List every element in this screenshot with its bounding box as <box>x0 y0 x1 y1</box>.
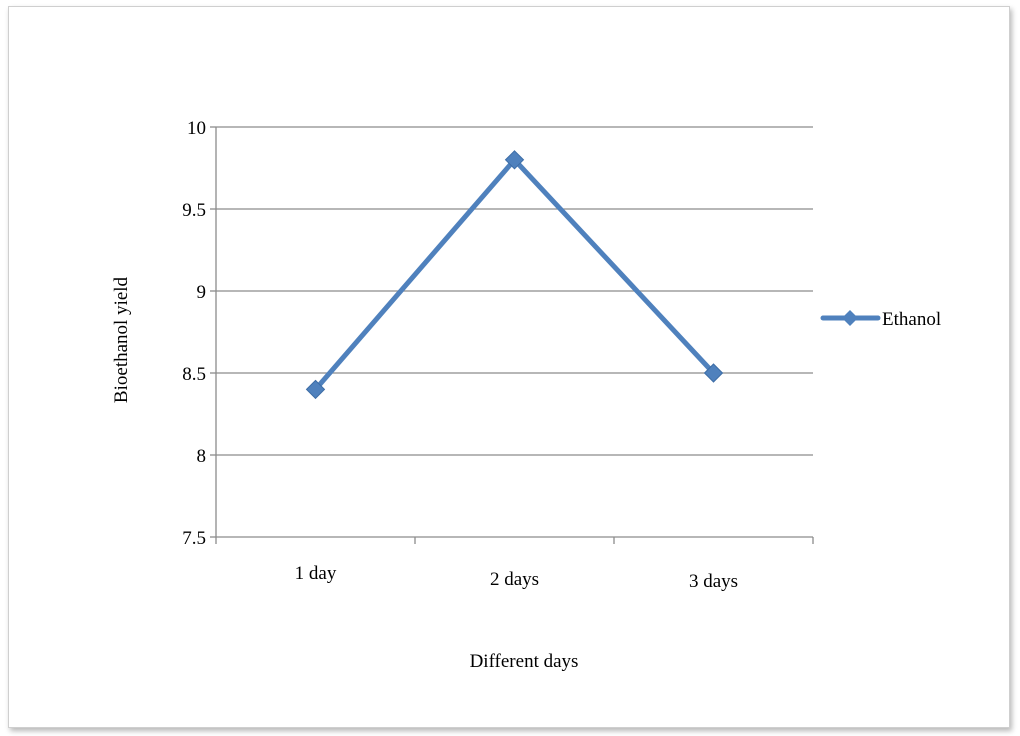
series-line-ethanol <box>313 157 716 392</box>
chart-frame <box>8 6 1010 728</box>
legend-label: Ethanol <box>882 309 941 330</box>
y-tick-label: 7.5 <box>182 528 206 549</box>
axes <box>210 126 814 544</box>
legend-swatch-marker <box>842 310 858 326</box>
y-tick-labels: 7.5 8 8.5 9 9.5 10 <box>182 118 206 549</box>
x-tick-label: 2 days <box>490 569 539 590</box>
y-axis-title: Bioethanol yield <box>111 276 132 403</box>
data-point <box>703 363 724 383</box>
legend: Ethanol <box>820 309 941 330</box>
data-point <box>504 150 525 170</box>
y-tick-label: 8 <box>197 446 207 467</box>
data-point <box>305 379 326 400</box>
series <box>305 150 724 400</box>
x-axis-title: Different days <box>470 651 579 672</box>
y-tick-label: 9 <box>197 282 207 303</box>
y-tick-label: 10 <box>187 118 206 139</box>
y-tick-label: 8.5 <box>182 364 206 385</box>
gridlines <box>216 126 813 456</box>
x-tick-labels: 1 day 2 days 3 days <box>295 563 738 592</box>
x-tick-label: 1 day <box>295 563 337 584</box>
x-tick-label: 3 days <box>689 571 738 592</box>
y-tick-label: 9.5 <box>182 200 206 221</box>
